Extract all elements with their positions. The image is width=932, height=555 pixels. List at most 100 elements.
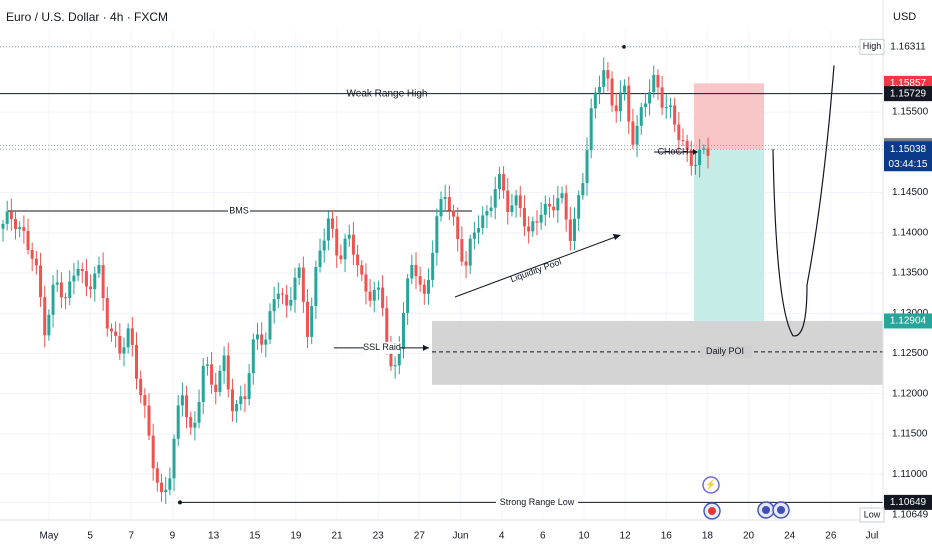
candle-body xyxy=(5,211,9,224)
candle-body xyxy=(556,198,560,211)
candle-body xyxy=(322,240,326,251)
candle-body xyxy=(472,232,476,239)
low-price-label: 1.10649 xyxy=(892,510,929,521)
price-label-bg xyxy=(884,313,932,329)
time-tick-label: 19 xyxy=(290,531,302,542)
time-tick-label: 24 xyxy=(784,531,796,542)
price-label-bg xyxy=(884,86,932,102)
candle-body xyxy=(176,405,180,439)
candle-body xyxy=(677,124,681,141)
candle-body xyxy=(139,378,143,396)
price-tick-label: 1.13500 xyxy=(892,268,929,279)
candle-body xyxy=(105,298,109,329)
candle-body xyxy=(427,279,431,294)
daily-poi-zone xyxy=(432,320,883,385)
candle-body xyxy=(318,250,322,268)
time-tick-label: 27 xyxy=(414,531,426,542)
lightning-glyph: ⚡ xyxy=(705,478,716,490)
candle-body xyxy=(185,395,189,418)
candle-body xyxy=(34,258,38,266)
time-tick-label: 21 xyxy=(331,531,343,542)
liquidity-pool-arrowhead xyxy=(613,234,621,240)
price-label-value: 1.15729 xyxy=(890,88,927,99)
candle-body xyxy=(485,211,489,216)
candle-body xyxy=(535,221,539,223)
price-label-bg xyxy=(884,494,932,510)
time-tick-label: 7 xyxy=(129,531,135,542)
candle-body xyxy=(226,355,230,390)
candle-body xyxy=(118,335,122,354)
candle-body xyxy=(101,265,105,299)
candle-body xyxy=(639,107,643,126)
candle-body xyxy=(76,269,80,276)
candle-body xyxy=(64,297,68,299)
candle-body xyxy=(518,195,522,209)
candle-body xyxy=(214,384,218,392)
candle-body xyxy=(210,364,214,385)
candle-body xyxy=(197,402,201,423)
candle-body xyxy=(568,219,572,241)
candle-body xyxy=(381,287,385,309)
time-tick-label: 16 xyxy=(661,531,673,542)
candle-body xyxy=(547,203,551,207)
candle-body xyxy=(618,92,622,112)
high-marker-dot xyxy=(622,45,626,49)
candle-body xyxy=(22,227,26,231)
candle-body xyxy=(606,70,610,79)
candle-body xyxy=(80,269,84,272)
candle-body xyxy=(376,287,380,290)
candle-body xyxy=(506,190,510,213)
time-tick-label: 15 xyxy=(249,531,261,542)
candle-body xyxy=(335,228,339,256)
candle-body xyxy=(59,282,63,298)
stop-loss-zone xyxy=(694,83,764,150)
candle-body xyxy=(489,207,493,212)
candle-body xyxy=(481,215,485,229)
candle-body xyxy=(26,230,30,251)
candle-body xyxy=(431,252,435,280)
daily-poi-label-bg xyxy=(700,345,752,358)
candle-body xyxy=(43,297,47,336)
price-tick-label: 1.12500 xyxy=(892,348,929,359)
candle-body xyxy=(693,165,697,167)
candle-body xyxy=(201,365,205,403)
range-low-dot xyxy=(178,500,182,505)
candle-body xyxy=(573,218,577,241)
candle-body xyxy=(452,210,456,217)
candle-body xyxy=(410,264,414,279)
time-tick-label: Jun xyxy=(452,531,468,542)
time-tick-label: May xyxy=(40,531,59,542)
low-tag-bg xyxy=(859,507,885,523)
high-tag-label: High xyxy=(863,41,882,51)
candle-body xyxy=(527,226,531,232)
candle-body xyxy=(514,195,518,206)
candle-body xyxy=(631,121,635,145)
time-tick-label: 10 xyxy=(578,531,590,542)
candle-body xyxy=(264,339,268,345)
candle-body xyxy=(610,78,614,106)
choch-label: CHoCH xyxy=(657,146,688,156)
candle-body xyxy=(439,198,443,217)
candle-body xyxy=(326,218,330,241)
candle-body xyxy=(577,195,581,219)
event-lightning-icon[interactable] xyxy=(702,476,720,494)
candle-body xyxy=(706,148,710,156)
candle-body xyxy=(635,125,639,145)
candle-body xyxy=(310,306,314,337)
candle-body xyxy=(401,312,405,349)
candle-body xyxy=(343,238,347,260)
candle-body xyxy=(560,193,564,199)
candle-body xyxy=(356,254,360,266)
candle-body xyxy=(14,219,18,230)
candle-body xyxy=(698,149,702,166)
high-tag-bg xyxy=(859,38,885,55)
candle-body xyxy=(372,289,376,301)
price-tick-label: 1.14000 xyxy=(892,227,929,238)
low-tag-label: Low xyxy=(864,509,881,519)
candle-body xyxy=(627,85,631,122)
high-price-label: 1.16311 xyxy=(890,41,926,52)
candle-body xyxy=(218,371,222,392)
symbol-title: Euro / U.S. Dollar · 4h · FXCM xyxy=(6,10,169,24)
